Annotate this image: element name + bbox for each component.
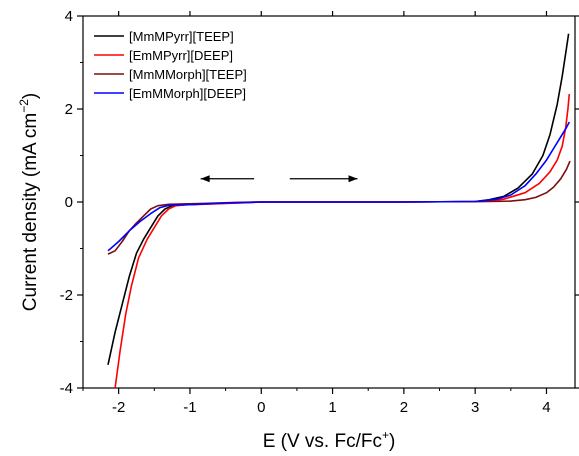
legend-item-1: [EmMPyrr][DEEP] (94, 48, 233, 63)
annotation-layer (200, 175, 358, 183)
legend-item-2: [MmMMorph][TEEP] (94, 67, 247, 82)
legend-label-3: [EmMMorph][DEEP] (129, 86, 246, 101)
y-tick-label-3: 2 (65, 101, 73, 118)
y-tick-label-2: 0 (65, 194, 73, 211)
x-tick-label-0: -2 (112, 399, 125, 416)
x-tick-label-3: 1 (328, 399, 336, 416)
x-tick-label-6: 4 (542, 399, 550, 416)
arrow-left-head (200, 175, 210, 183)
y-axis-label: Current density (mA cm−2) (17, 93, 41, 312)
y-tick-label-1: -2 (60, 287, 73, 304)
x-tick-label-5: 3 (471, 399, 479, 416)
series-line-1 (114, 94, 571, 389)
tick-layer: -2 -1 0 1 2 3 4 -4 -2 0 2 4 (60, 8, 579, 416)
arrow-right-head (348, 175, 358, 183)
x-axis-label: E (V vs. Fc/Fc+) (263, 428, 396, 452)
legend-item-0: [MmMPyrr][TEEP] (94, 29, 234, 44)
x-tick-label-2: 0 (257, 399, 265, 416)
legend-item-3: [EmMMorph][DEEP] (94, 86, 246, 101)
x-tick-label-1: -1 (183, 399, 196, 416)
series-line-3 (107, 121, 571, 252)
y-tick-label-4: 4 (65, 8, 73, 25)
series-layer (107, 33, 571, 389)
legend: [MmMPyrr][TEEP] [EmMPyrr][DEEP] [MmMMorp… (94, 29, 247, 101)
legend-label-2: [MmMMorph][TEEP] (129, 67, 247, 82)
x-tick-label-4: 2 (400, 399, 408, 416)
legend-label-0: [MmMPyrr][TEEP] (129, 29, 234, 44)
y-tick-label-0: -4 (60, 380, 73, 397)
legend-label-1: [EmMPyrr][DEEP] (129, 48, 233, 63)
series-line-2 (107, 160, 571, 255)
